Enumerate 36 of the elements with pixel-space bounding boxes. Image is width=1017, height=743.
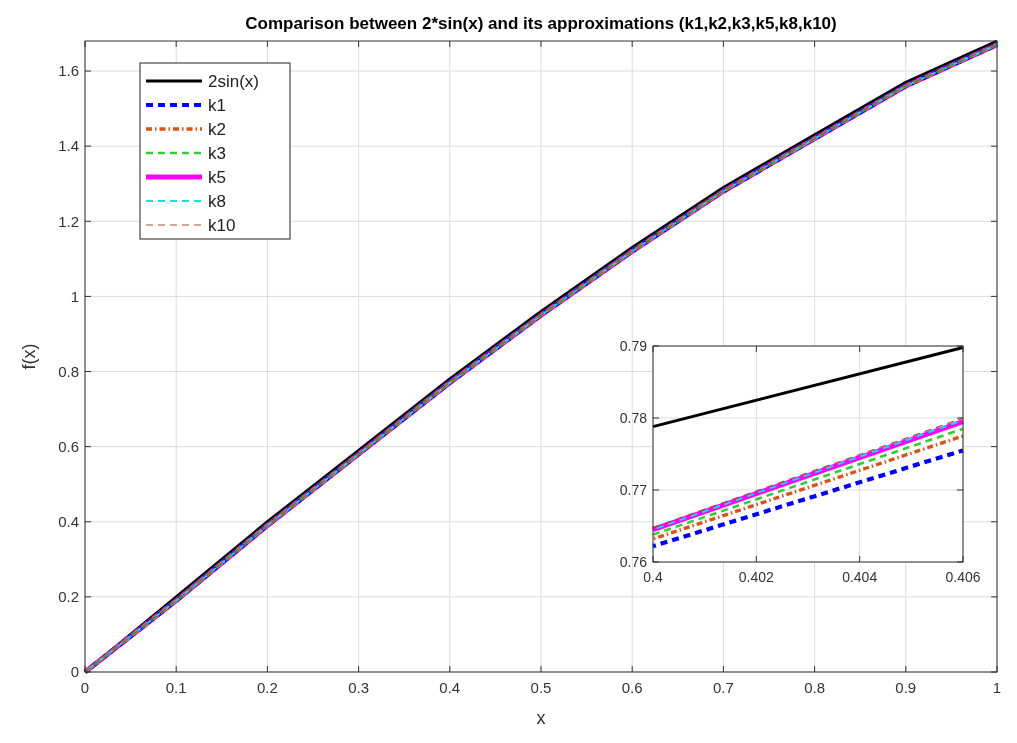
y-tick-label: 0.77 [619,481,648,498]
x-tick-label: 0.5 [530,679,552,696]
chart-title: Comparison between 2*sin(x) and its approximations (k1,k2,k3,k5,k8,k10) [245,14,837,33]
x-tick-label: 0.4 [643,569,663,585]
x-tick-label: 0.4 [439,679,461,696]
legend-label: k8 [208,191,226,211]
legend-label: k3 [208,143,226,163]
x-tick-label: 0.2 [256,679,278,696]
y-tick-label: 1.2 [58,212,79,230]
y-tick-label: 1.4 [58,137,79,155]
x-axis-title: x [536,708,546,728]
y-tick-label: 1.6 [58,62,79,80]
legend-label: k5 [208,167,226,187]
y-tick-label: 0.76 [619,553,648,570]
legend-label: k1 [208,95,226,115]
x-tick-label: 1 [992,679,1002,696]
x-tick-label: 0.9 [895,679,917,696]
x-tick-label: 0.3 [348,679,370,696]
y-tick-label: 0.8 [58,362,79,380]
x-tick-label: 0.8 [804,679,826,696]
legend-label: k2 [208,119,226,139]
y-tick-label: 0.78 [619,409,648,426]
y-tick-label: 0.2 [58,588,79,606]
y-tick-label: 0.4 [58,513,79,531]
x-tick-label: 0.406 [945,569,981,585]
y-tick-label: 0.6 [58,437,79,455]
x-tick-label: 0.7 [712,679,734,696]
legend-label: k10 [208,215,236,235]
x-tick-label: 0.1 [165,679,187,696]
y-tick-label: 0.79 [619,337,648,354]
x-tick-label: 0.402 [738,569,775,585]
legend-label: 2sin(x) [208,71,260,91]
y-axis-title: f(x) [19,343,39,370]
y-tick-label: 1 [70,287,79,305]
x-tick-label: 0.404 [842,569,878,585]
y-tick-label: 0 [70,663,79,681]
